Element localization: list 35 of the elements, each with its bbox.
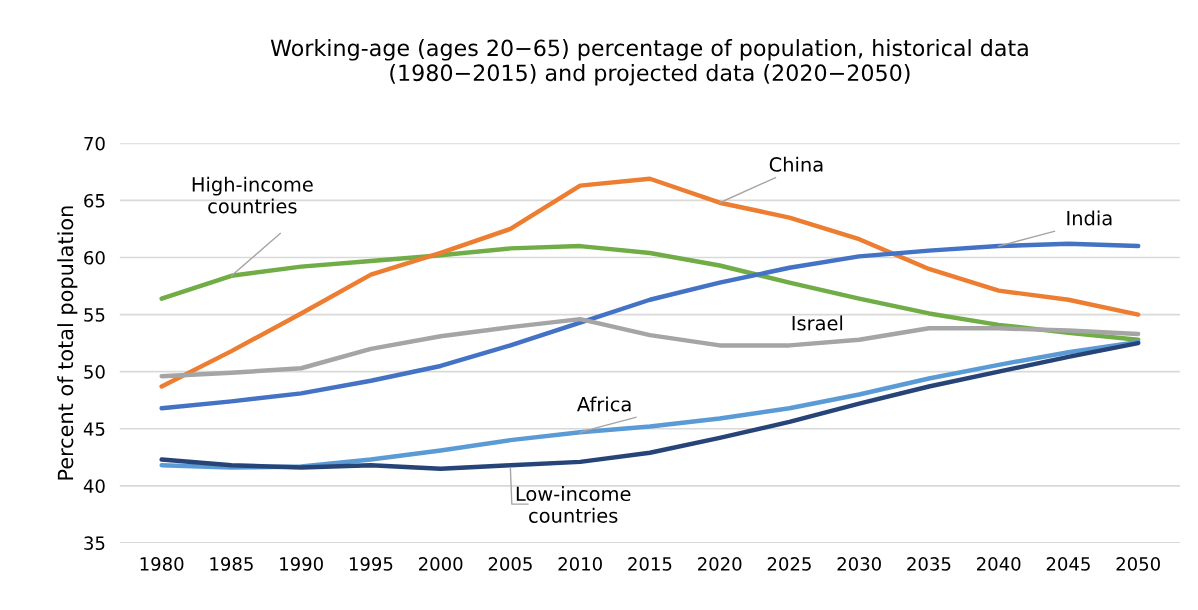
x-tick-label: 2030 (837, 557, 881, 571)
x-tick-label: 1990 (280, 557, 323, 571)
series-label: Africa (577, 396, 631, 412)
x-tick-label: 2045 (1046, 557, 1090, 571)
line-series (159, 316, 1141, 379)
x-tick-label: 2010 (558, 557, 602, 571)
line-series (159, 176, 1141, 389)
x-tick-label: 2000 (419, 557, 463, 571)
x-tick-label: 2050 (1116, 557, 1160, 571)
y-tick-label: 40 (83, 479, 105, 493)
x-tick-label: 2015 (628, 557, 672, 571)
x-tick-label: 2035 (907, 557, 951, 571)
y-tick-label: 50 (84, 365, 105, 379)
chart-title: Working-age (ages 20−65) percentage of population, historical data (1980−2015) and projected data (2020−2050) (270, 39, 1028, 86)
x-tick-label: 2005 (488, 557, 532, 571)
line-series (159, 243, 1141, 342)
line-series (159, 241, 1141, 411)
y-axis-title: Percent of total population (57, 206, 78, 480)
y-tick-label: 60 (84, 250, 105, 265)
text: High-income countries (192, 176, 313, 214)
series-label: Low-income countries (516, 486, 631, 523)
text: China (769, 156, 823, 172)
x-tick-label: 2020 (698, 557, 742, 571)
x-tick-label: 1985 (210, 557, 253, 571)
y-tick-label: 45 (83, 422, 105, 436)
y-tick-label: 35 (84, 536, 105, 551)
y-tick-label: 65 (84, 193, 105, 208)
x-tick-label: 1980 (140, 557, 184, 571)
y-tick-label: 70 (84, 136, 105, 151)
series-label: India (1067, 210, 1112, 226)
x-tick-label: 2040 (977, 557, 1021, 571)
x-tick-label: 2025 (767, 557, 811, 571)
y-tick-label: 55 (84, 308, 105, 322)
series-label: Israel (792, 315, 843, 331)
x-tick-label: 1995 (349, 557, 393, 571)
